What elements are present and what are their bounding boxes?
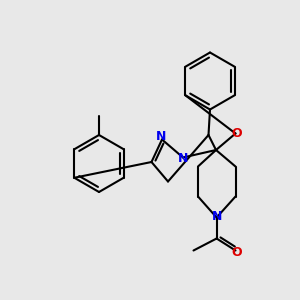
Text: O: O	[232, 127, 242, 140]
Text: N: N	[212, 209, 222, 223]
Text: O: O	[232, 246, 242, 260]
Text: N: N	[156, 130, 167, 143]
Text: N: N	[178, 152, 188, 166]
